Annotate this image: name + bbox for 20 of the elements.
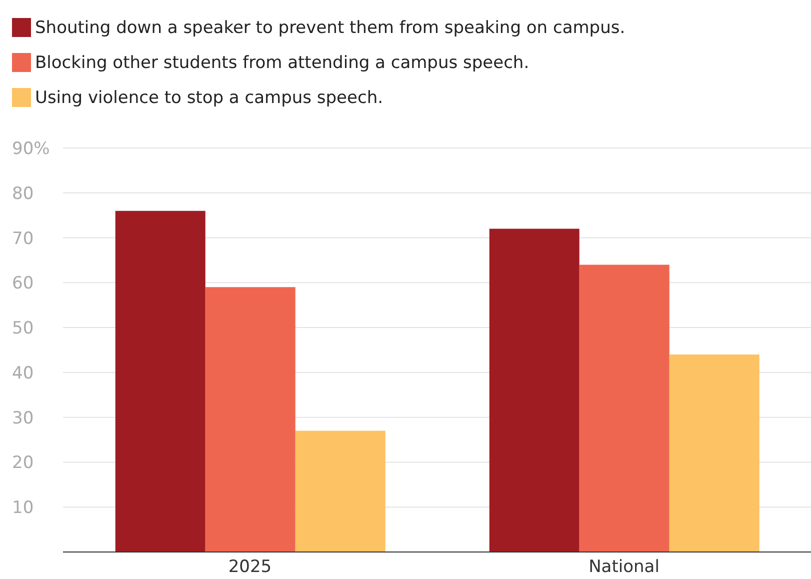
bar: [295, 430, 386, 552]
legend-label: Shouting down a speaker to prevent them from speaking on campus.: [35, 18, 626, 38]
bar: [579, 264, 670, 552]
bar: [489, 228, 580, 552]
bar: [115, 210, 206, 552]
y-tick-label: 10: [12, 498, 34, 518]
y-tick-label: 20: [12, 453, 34, 474]
y-tick-label: 40: [12, 363, 34, 384]
y-tick-label: 90%: [12, 139, 50, 159]
x-tick-label: National: [588, 557, 660, 578]
y-tick-label: 70: [12, 228, 34, 249]
bar: [669, 354, 760, 552]
x-tick-label: 2025: [228, 557, 272, 578]
y-tick-label: 30: [12, 408, 34, 428]
y-tick-label: 80: [12, 184, 34, 204]
legend-label: Using violence to stop a campus speech.: [35, 88, 383, 108]
y-tick-label: 60: [12, 274, 34, 294]
legend-label: Blocking other students from attending a campus speech.: [35, 52, 530, 72]
bar: [205, 287, 296, 552]
y-tick-label: 50: [12, 318, 34, 339]
